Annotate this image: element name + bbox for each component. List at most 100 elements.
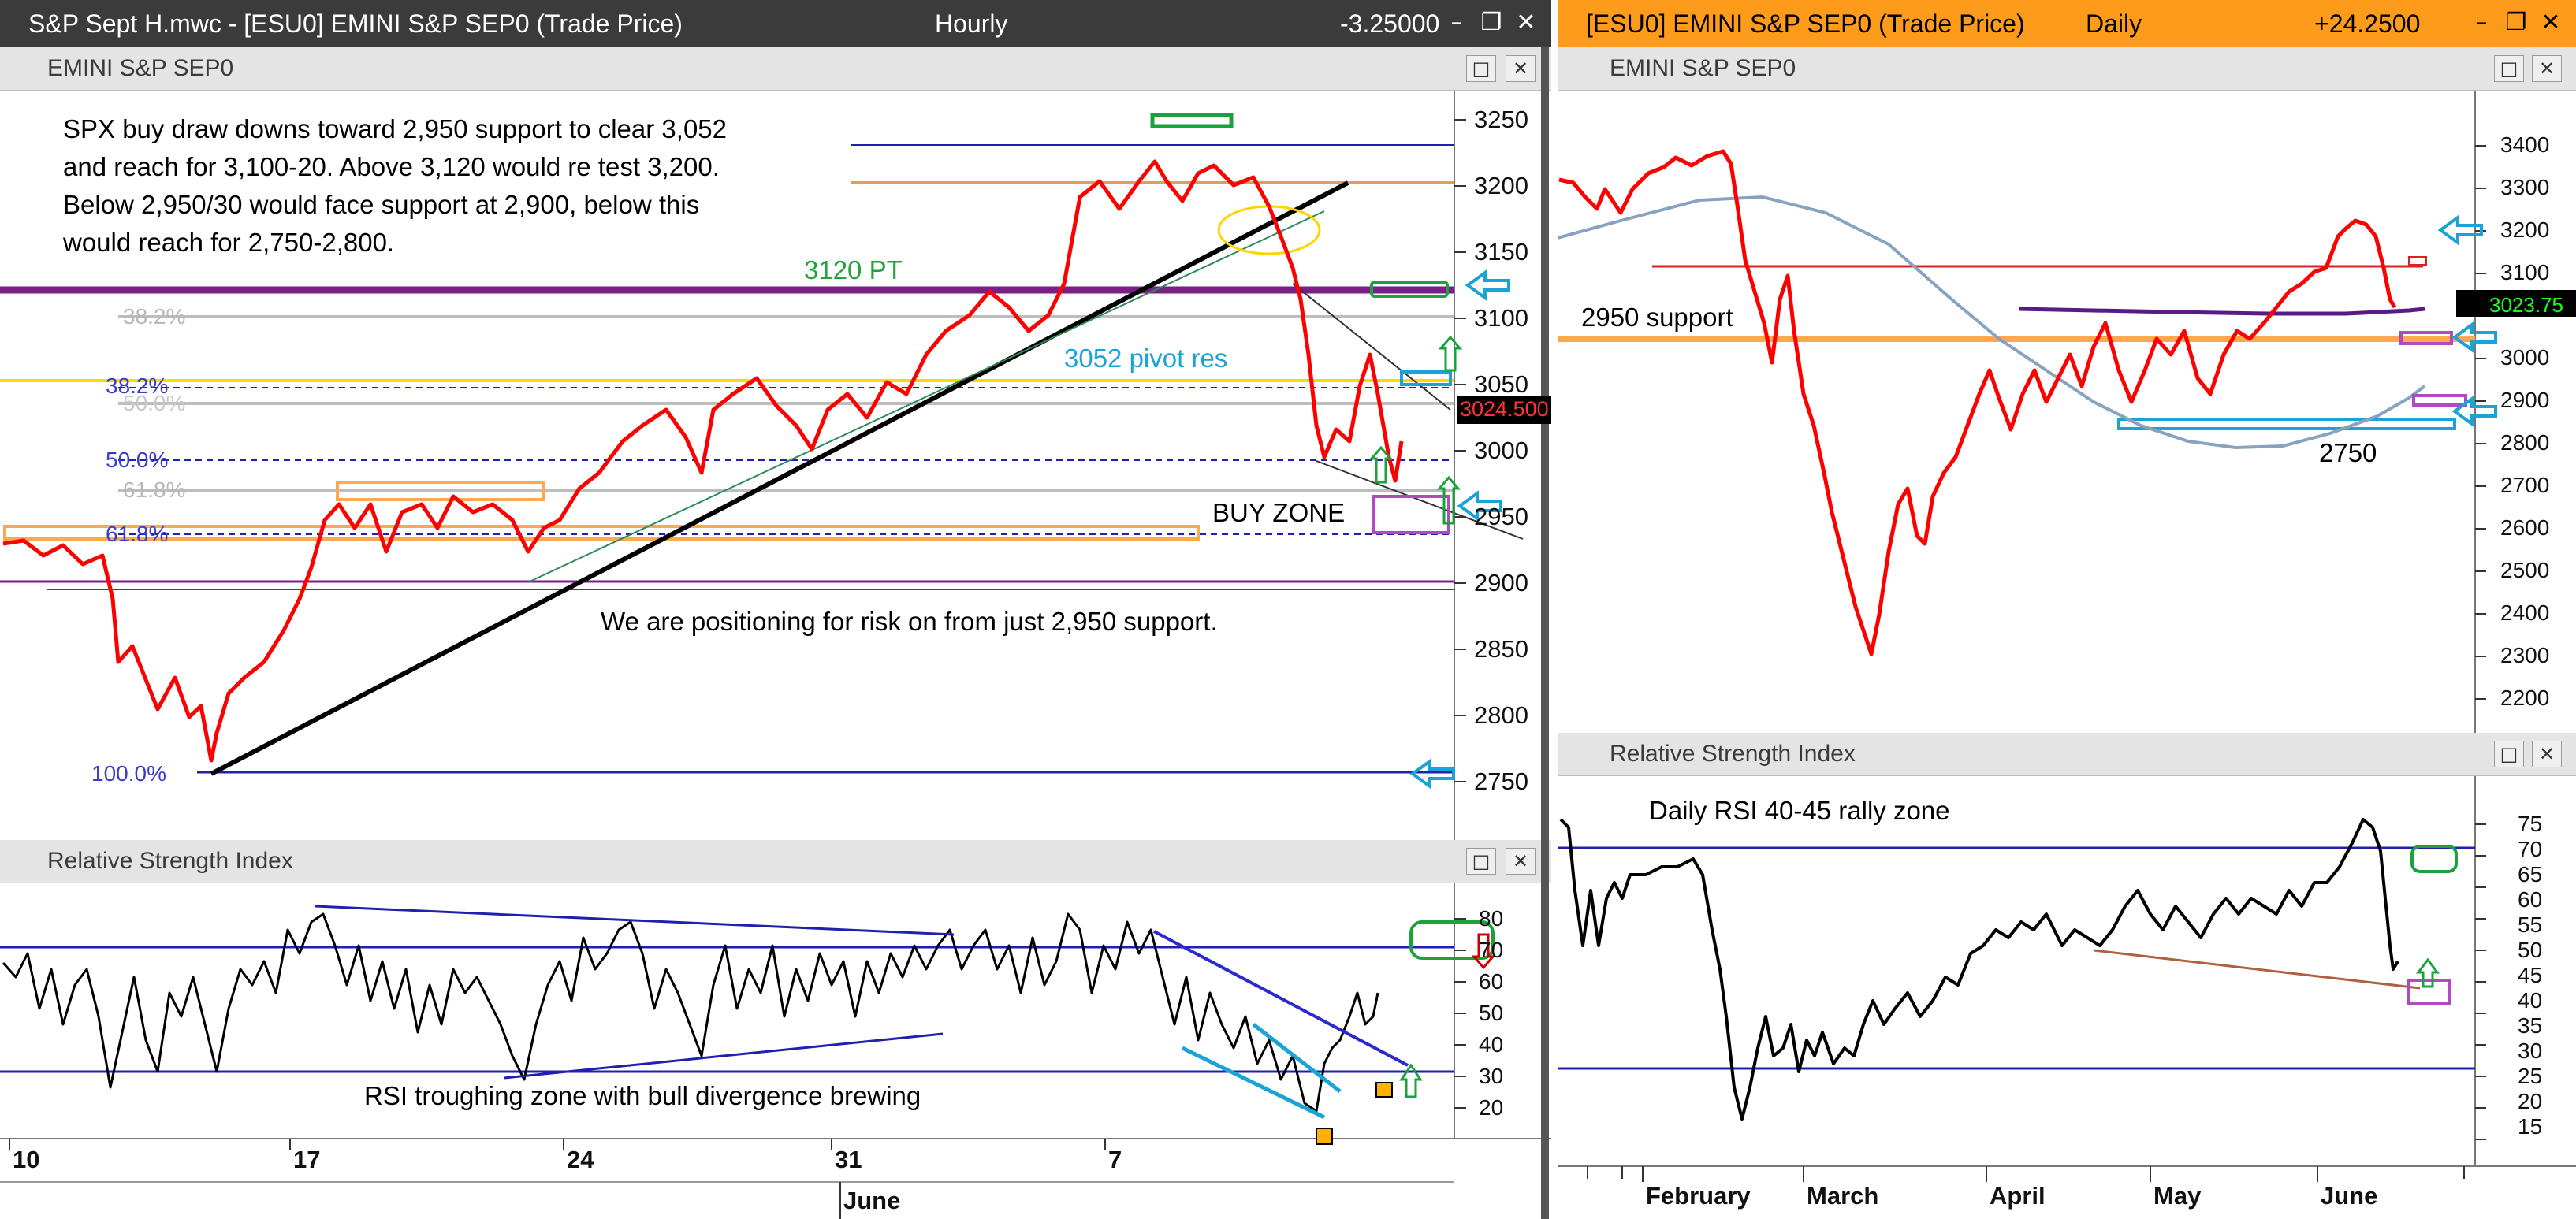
restore-icon[interactable]: □ xyxy=(2494,55,2524,82)
rsi-tick: 60 xyxy=(1479,969,1504,994)
left-rsi-title: Relative Strength Index xyxy=(47,848,293,874)
rsi-downtrend-line xyxy=(1153,930,1409,1067)
rsi-support-trendline xyxy=(504,1032,944,1080)
commentary-line: SPX buy draw downs toward 2,950 support … xyxy=(63,114,727,143)
label-positioning: We are positioning for risk on from just… xyxy=(601,607,1218,636)
fib-label: 50.0% xyxy=(106,448,169,472)
rsi-green-target-box xyxy=(2410,845,2458,873)
rsi-tick: 75 xyxy=(2518,812,2543,836)
price-tick: 3000 xyxy=(1474,437,1528,464)
commentary-line: Below 2,950/30 would face support at 2,9… xyxy=(63,190,700,219)
price-tick: 3050 xyxy=(1474,370,1528,398)
purple-2950-box xyxy=(2399,331,2453,345)
rsi-tick: 15 xyxy=(2518,1114,2543,1139)
blue-zone-2750 xyxy=(2117,418,2456,430)
rsi-falling-wedge-high xyxy=(1252,1023,1342,1093)
rsi-resistance-trendline xyxy=(315,905,955,936)
left-date-ticks xyxy=(9,1139,1106,1219)
left-change: -3.25000 xyxy=(1340,9,1440,38)
purple-ma-line xyxy=(2018,307,2425,316)
rsi-tick: 30 xyxy=(2518,1039,2543,1063)
price-tick: 2900 xyxy=(2500,388,2550,412)
rsi-tick: 60 xyxy=(2518,887,2543,912)
hourly-rsi-series xyxy=(2,912,1379,1113)
fib-label: 38.2% xyxy=(123,304,186,329)
restore-icon[interactable]: □ xyxy=(2494,741,2524,767)
minimize-icon[interactable]: – xyxy=(2475,9,2488,36)
price-tick: 2750 xyxy=(1474,767,1528,795)
purple-2800-box xyxy=(2412,394,2467,407)
downtrend-line-b xyxy=(1316,460,1524,540)
daily-rsi-series xyxy=(1559,818,2399,1121)
left-titlebar: S&P Sept H.mwc - [ESU0] EMINI S&P SEP0 (… xyxy=(0,0,1551,50)
main-uptrend-line xyxy=(210,180,1349,776)
rsi-tick: 50 xyxy=(2518,938,2543,962)
rsi-tick: 70 xyxy=(1479,938,1504,962)
price-tick: 2850 xyxy=(1474,635,1528,663)
restore-icon[interactable]: ❐ xyxy=(1480,9,1502,36)
left-chart-window: S&P Sept H.mwc - [ESU0] EMINI S&P SEP0 (… xyxy=(0,0,1551,1219)
right-rsi-panel-header: Relative Strength Index □ ✕ xyxy=(1558,733,2576,776)
price-tick: 3200 xyxy=(1474,172,1528,199)
left-last-price-label: 3024.500 xyxy=(1460,397,1549,421)
rsi-tick: 40 xyxy=(1479,1032,1504,1057)
price-tick: 2700 xyxy=(2500,473,2550,497)
price-tick: 2600 xyxy=(2500,515,2550,540)
month-tick: May xyxy=(2153,1182,2202,1210)
month-label: June xyxy=(843,1187,901,1214)
orange-resistance-zone xyxy=(336,481,545,501)
label-buy-zone: BUY ZONE xyxy=(1212,498,1346,527)
secondary-uptrend-line xyxy=(529,210,1325,582)
rsi-purple-zone-box xyxy=(2407,979,2451,1005)
rsi-tick: 30 xyxy=(1479,1064,1504,1088)
close-icon[interactable]: ✕ xyxy=(1516,9,1536,36)
price-tick: 2800 xyxy=(1474,701,1528,729)
label-pivot-res: 3052 pivot res xyxy=(1064,344,1228,373)
arrow-left-icon xyxy=(1465,269,1510,301)
month-tick: March xyxy=(1807,1182,1879,1210)
rsi-tick: 40 xyxy=(2518,988,2543,1013)
arrow-left-icon xyxy=(2451,396,2497,427)
label-2950-support: 2950 support xyxy=(1581,303,1733,332)
left-window-title: S&P Sept H.mwc - [ESU0] EMINI S&P SEP0 (… xyxy=(28,9,683,38)
fib-label: 100.0% xyxy=(91,761,166,786)
price-tick: 3100 xyxy=(1474,304,1528,332)
moving-average-curve xyxy=(1558,195,2426,450)
price-tick: 3200 xyxy=(2500,217,2550,242)
right-date-ticks xyxy=(1587,1166,2465,1182)
price-tick: 2500 xyxy=(2500,558,2550,582)
price-tick: 3250 xyxy=(1474,106,1528,133)
minimize-icon[interactable]: – xyxy=(1450,9,1463,36)
price-tick: 3400 xyxy=(2500,132,2550,157)
left-interval: Hourly xyxy=(935,9,1008,38)
close-icon[interactable]: ✕ xyxy=(2532,741,2562,767)
rsi-tick: 50 xyxy=(1479,1001,1504,1025)
arrow-left-icon xyxy=(1409,758,1455,790)
right-interval: Daily xyxy=(2086,9,2142,38)
left-last-price-badge xyxy=(1457,396,1551,424)
close-icon[interactable]: ✕ xyxy=(1506,55,1536,82)
left-chart-title: EMINI S&P SEP0 xyxy=(47,55,234,81)
label-2750: 2750 xyxy=(2319,438,2377,467)
fib-label: 61.8% xyxy=(123,478,186,502)
price-tick: 3150 xyxy=(1474,238,1528,266)
right-chart-canvas xyxy=(1558,91,2576,1182)
restore-icon[interactable]: □ xyxy=(1466,55,1496,82)
close-icon[interactable]: ✕ xyxy=(2532,55,2562,82)
daily-price-series xyxy=(1558,149,2397,656)
month-tick: April xyxy=(1990,1182,2046,1210)
right-titlebar: [ESU0] EMINI S&P SEP0 (Trade Price) Dail… xyxy=(1558,0,2576,50)
rsi-tick: 35 xyxy=(2518,1013,2543,1038)
arrow-left-icon xyxy=(2437,214,2483,246)
close-icon[interactable]: ✕ xyxy=(2541,9,2561,36)
restore-icon[interactable]: ❐ xyxy=(2505,9,2527,36)
restore-icon[interactable]: □ xyxy=(1466,848,1496,875)
price-tick: 2800 xyxy=(2500,430,2550,455)
price-tick: 2400 xyxy=(2500,600,2550,625)
orange-support-zone xyxy=(3,525,1200,541)
rsi-tick: 70 xyxy=(2518,837,2543,861)
close-icon[interactable]: ✕ xyxy=(1506,848,1536,875)
commentary-line: would reach for 2,750-2,800. xyxy=(63,228,395,257)
date-tick: 10 xyxy=(13,1146,40,1173)
red-marker-box xyxy=(2408,256,2427,266)
